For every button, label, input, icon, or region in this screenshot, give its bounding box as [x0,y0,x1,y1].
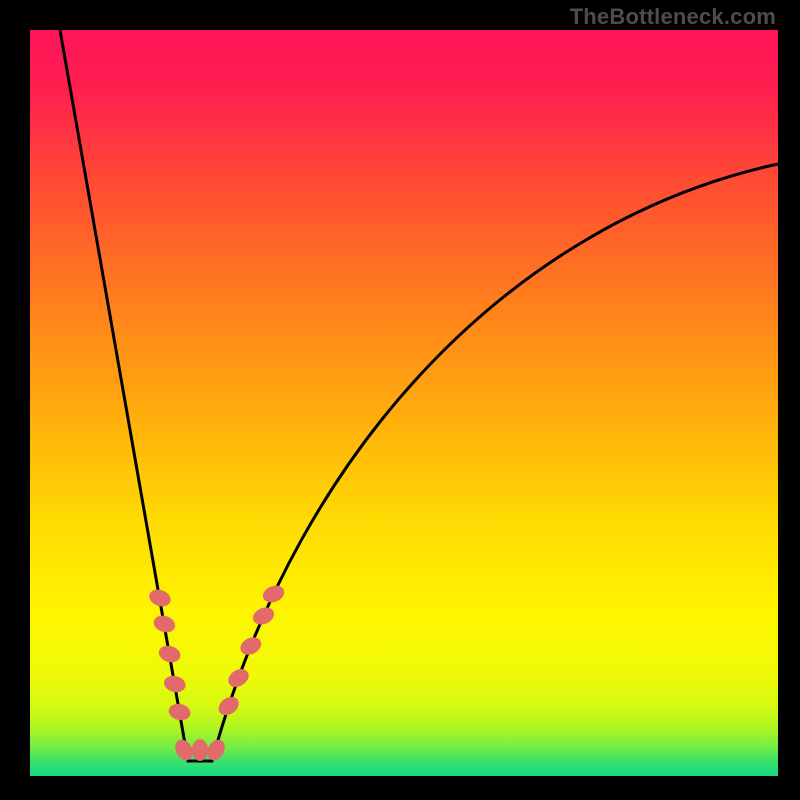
attribution-text: TheBottleneck.com [570,4,776,29]
chart-frame: TheBottleneck.com [0,0,800,800]
bottleneck-chart [0,0,800,800]
attribution-watermark: TheBottleneck.com [570,4,776,30]
marker-bottom [192,739,208,761]
gradient-background [30,30,778,776]
